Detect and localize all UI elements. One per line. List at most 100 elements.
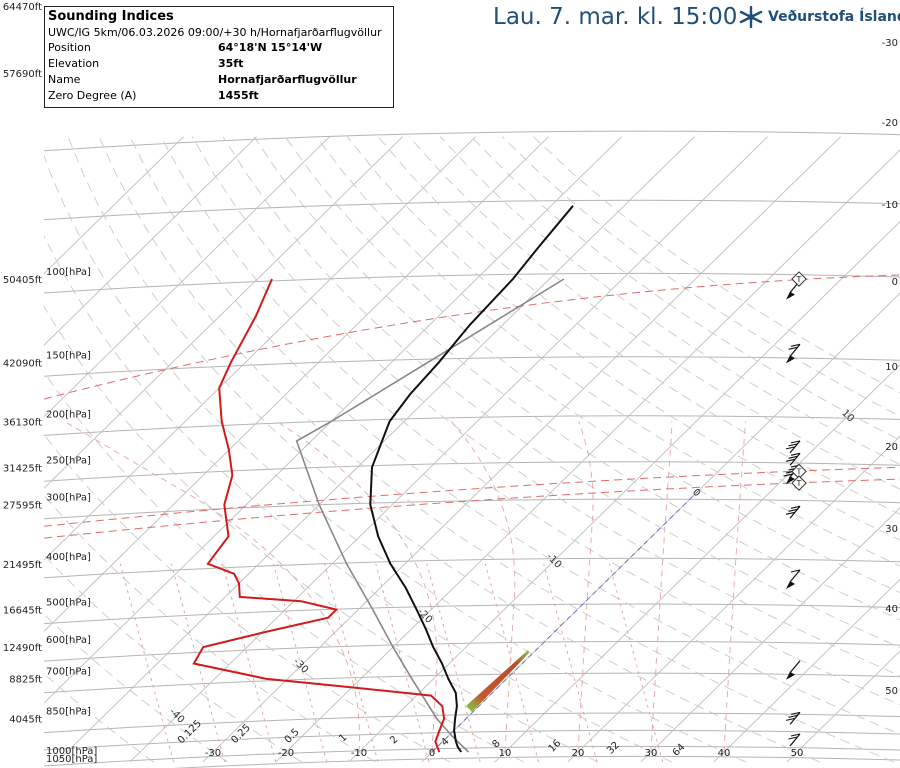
isotherm-line: [421, 292, 900, 763]
logo-text: Veðurstofa Íslands: [768, 9, 900, 25]
cape-area: [466, 650, 529, 712]
isobar-line: [44, 729, 900, 751]
grid-layer: [44, 130, 900, 768]
right-scale-label: 20: [885, 442, 898, 453]
isobar-line: [172, 755, 900, 768]
pressure-label: 600[hPa]: [46, 635, 91, 646]
barb-staff: [789, 733, 801, 747]
mixing-ratio-label: 2: [388, 734, 400, 746]
isotherm-line: [56, 136, 695, 763]
sounding-indices-panel: Sounding Indices UWC/IG 5km/06.03.2026 0…: [44, 6, 394, 108]
pressure-label: 200[hPa]: [46, 409, 91, 420]
parcel-curve: [295, 278, 565, 753]
dry-adiabat: [532, 136, 900, 394]
isotherm-line: [44, 136, 257, 346]
mixing-ratio-line: [324, 563, 379, 763]
right-scale-label: -10: [882, 200, 898, 211]
altitude-label: 16645ft: [3, 606, 42, 617]
barb-line: [785, 717, 796, 721]
isotherm-line: [348, 220, 900, 763]
temperature-curve: [369, 205, 574, 753]
barb-flag: [786, 580, 795, 589]
moist-adiabat: [276, 421, 438, 753]
tropopause-marker: [791, 463, 807, 480]
dewpoint-curve: [192, 278, 446, 753]
tropopause-marker: [791, 475, 807, 491]
right-scale-label: 10: [885, 362, 898, 373]
table-row: Name Hornafjarðarflugvöllur: [48, 71, 357, 87]
barb-line: [788, 508, 798, 512]
dry-adiabat: [377, 136, 900, 515]
dry-adiabat: [44, 433, 451, 763]
pressure-label: 500[hPa]: [46, 598, 91, 609]
barb-flag: [786, 671, 795, 680]
isobar-line: [44, 272, 900, 294]
barb-line: [790, 569, 801, 573]
tropopause-marker: [791, 271, 807, 287]
pressure-label: 850[hPa]: [46, 707, 91, 718]
dry-adiabat: [44, 154, 747, 763]
mixing-ratio-label: 0.25: [229, 722, 253, 746]
snowflake-icon: [739, 6, 763, 28]
barb-line: [790, 452, 801, 456]
dry-adiabat: [160, 136, 900, 706]
wind-barb: [785, 505, 801, 519]
dry-adiabat: [44, 371, 525, 763]
barb-line: [790, 440, 801, 444]
isobar-line: [44, 641, 900, 662]
right-scale-label: 40: [885, 604, 898, 615]
isotherm-line: [44, 136, 330, 418]
dry-adiabat: [44, 613, 228, 763]
wind-barb: [785, 711, 801, 725]
mixing-ratio-label: 4: [439, 736, 451, 748]
isotherm-line: [275, 149, 900, 763]
barb-staff: [789, 343, 801, 357]
barb-line: [785, 511, 796, 515]
barb-line: [788, 714, 798, 718]
bottom-temp-label: -10: [351, 748, 367, 759]
mixing-ratio-label: 32: [605, 740, 622, 757]
bottom-temp-label: -20: [278, 748, 294, 759]
barb-line: [788, 443, 798, 447]
isobar-line: [44, 557, 900, 579]
barb-flag: [786, 476, 795, 485]
barb-line: [788, 346, 798, 350]
bottom-temp-label: -30: [205, 748, 221, 759]
mixing-ratio-line: [608, 563, 664, 763]
mixing-ratio-line: [484, 563, 540, 763]
dry-adiabat: [44, 494, 376, 763]
dry-adiabat: [470, 136, 900, 441]
barb-line: [788, 455, 798, 459]
table-row: Position 64°18'N 15°14'W: [48, 39, 357, 55]
wind-layer: TTT: [783, 271, 807, 747]
dry-adiabat: [67, 136, 821, 763]
moist-adiabat: [577, 421, 594, 753]
indices-table: Position 64°18'N 15°14'W Elevation 35ft …: [48, 39, 357, 103]
right-scale-label: 30: [885, 524, 898, 535]
dry-adiabat: [315, 136, 900, 567]
dry-adiabat: [439, 136, 900, 466]
isotherm-line: [567, 435, 900, 763]
panel-subtitle: UWC/IG 5km/06.03.2026 09:00/+30 h/Hornaf…: [48, 26, 382, 39]
mixing-ratio-line: [170, 563, 226, 763]
isotherm-line: [44, 136, 622, 704]
panel-heading: Sounding Indices: [48, 9, 174, 24]
dry-adiabat: [253, 136, 900, 621]
barb-line: [790, 711, 801, 715]
isobar-line: [44, 498, 900, 520]
pressure-label: 1050[hPa]: [46, 754, 97, 765]
dry-adiabat: [44, 305, 598, 763]
right-scale-label: 0: [892, 277, 898, 288]
bottom-temp-label: 30: [645, 748, 658, 759]
table-row: Zero Degree (A) 1455ft: [48, 87, 357, 103]
pressure-label: 400[hPa]: [46, 552, 91, 563]
label-layer: -40-30-20-100102030-30-20-10010203040500…: [3, 2, 898, 765]
isobar-line: [44, 356, 900, 377]
moist-adiabat: [64, 421, 360, 753]
isobar-line: [44, 415, 900, 436]
row-value: 35ft: [218, 56, 244, 70]
table-row: Elevation 35ft: [48, 55, 357, 71]
barb-line: [790, 343, 801, 347]
barb-staff: [789, 505, 801, 519]
